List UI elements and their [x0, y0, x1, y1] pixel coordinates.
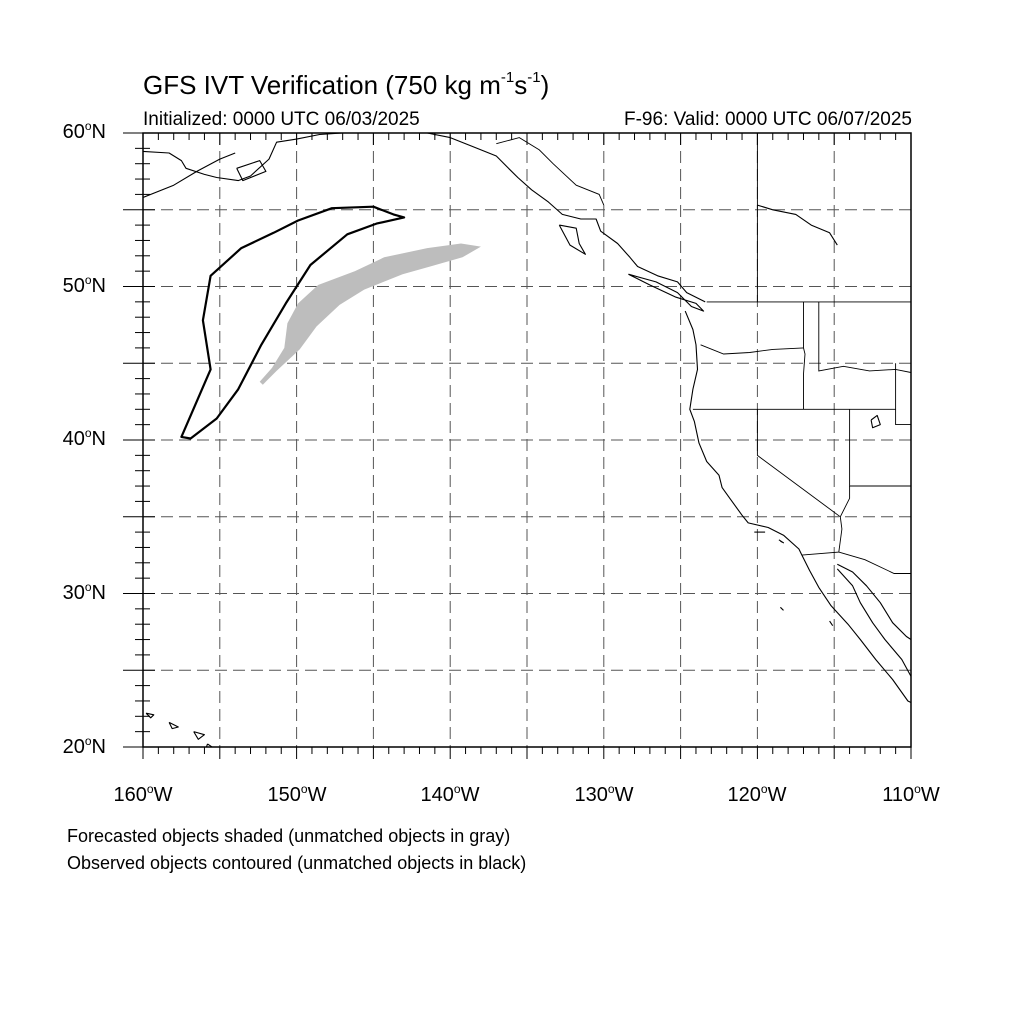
border-line: [818, 301, 911, 373]
political-borders: [434, 133, 911, 574]
coastline: [427, 133, 706, 303]
title-end: ): [540, 70, 550, 100]
coastline: [778, 539, 785, 544]
border-line: [700, 344, 804, 355]
coastline: [145, 712, 155, 719]
coastline: [205, 743, 214, 747]
observed-object: [180, 205, 406, 440]
lat-label-50n: 50oN: [62, 273, 106, 297]
border-line: [838, 551, 911, 574]
border-line: [803, 301, 806, 410]
lon-label-110w: 110oW: [882, 782, 940, 806]
lon-label-120w: 120oW: [727, 782, 787, 806]
border-line: [801, 516, 843, 556]
initialized-time: Initialized: 0000 UTC 06/03/2025: [143, 109, 420, 130]
lon-label-150w: 150oW: [267, 782, 327, 806]
coastline: [684, 310, 911, 703]
title-main: GFS IVT Verification (750 kg m: [143, 70, 501, 100]
coastline: [236, 160, 267, 182]
chart-title: GFS IVT Verification (750 kg m-1s-1): [143, 69, 550, 101]
lat-label-30n: 30oN: [62, 580, 106, 604]
coastline: [628, 273, 705, 312]
lon-label-160w: 160oW: [113, 782, 173, 806]
coastline: [870, 414, 881, 429]
coastline: [193, 731, 205, 740]
border-line: [756, 409, 841, 518]
forecast-object-shading: [259, 243, 481, 385]
coastline: [143, 133, 343, 182]
lon-label-140w: 140oW: [420, 782, 480, 806]
lat-label-60n: 60oN: [62, 119, 106, 143]
lon-label-130w: 130oW: [574, 782, 634, 806]
border-line: [849, 409, 911, 487]
border-line: [895, 363, 911, 426]
coastline: [143, 152, 236, 199]
border-line: [839, 486, 851, 518]
coastline: [757, 204, 838, 246]
lat-lon-grid: [143, 133, 911, 747]
axis-ticks: [123, 132, 912, 759]
coastline: [558, 224, 586, 255]
coastline: [836, 568, 911, 677]
coastline: [829, 620, 834, 627]
lat-label-20n: 20oN: [62, 734, 106, 758]
lat-label-40n: 40oN: [62, 426, 106, 450]
map-frame: [142, 132, 912, 748]
coastline: [168, 721, 179, 730]
coastline: [780, 606, 784, 611]
coastline: [837, 563, 911, 640]
forecast-legend-note: Forecasted objects shaded (unmatched obj…: [67, 826, 511, 846]
observed-legend-note: Observed objects contoured (unmatched ob…: [67, 853, 527, 873]
forecast-object: [259, 243, 481, 385]
valid-time: F-96: Valid: 0000 UTC 06/07/2025: [624, 109, 912, 130]
border-line: [496, 137, 605, 206]
title-mid: s: [514, 70, 528, 100]
observed-object-contour: [180, 205, 406, 440]
title-exp-2: -1: [527, 69, 541, 87]
title-exp-1: -1: [500, 69, 515, 87]
